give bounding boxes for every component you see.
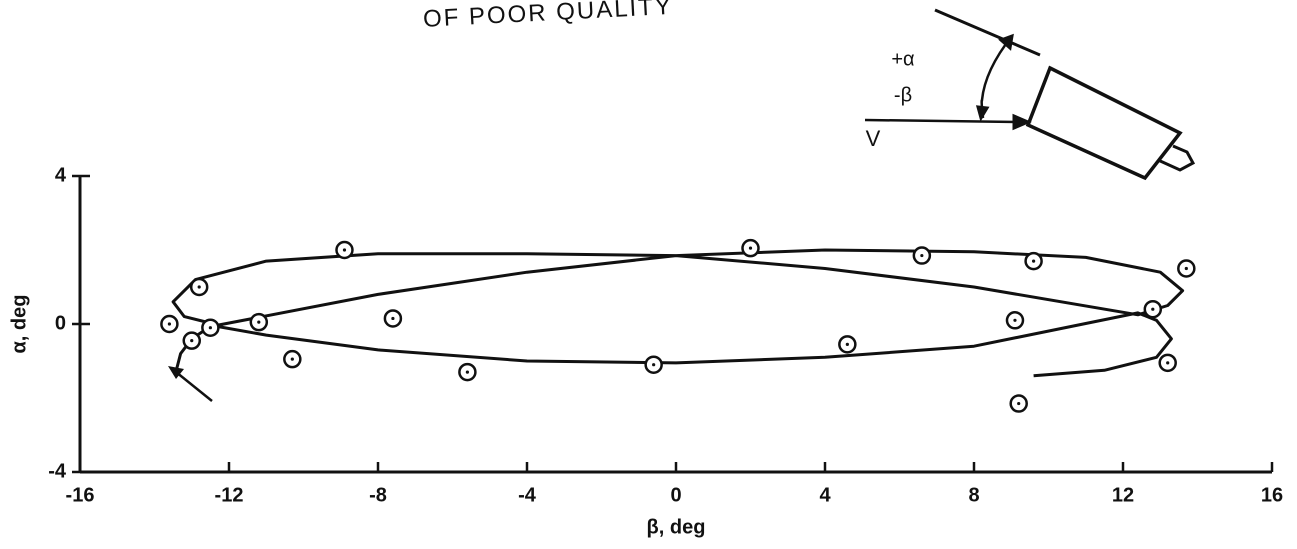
data-point-dot bbox=[920, 253, 924, 258]
data-point-dot bbox=[167, 322, 171, 326]
inset-diagram bbox=[864, 8, 1196, 181]
x-tick-label: 8 bbox=[968, 484, 979, 506]
data-point-dot bbox=[342, 248, 347, 252]
data-point-dot bbox=[1166, 361, 1170, 365]
y-tick-label: 4 bbox=[55, 164, 67, 186]
x-tick-label: 16 bbox=[1261, 484, 1283, 506]
x-tick-label: 0 bbox=[670, 484, 681, 506]
data-point-dot bbox=[208, 326, 212, 330]
data-point-dot bbox=[290, 357, 294, 361]
x-tick-label: 4 bbox=[819, 484, 831, 506]
data-point-dot bbox=[652, 363, 656, 367]
data-point-dot bbox=[1184, 266, 1188, 271]
data-point-dot bbox=[1017, 401, 1021, 406]
stamp: OF POOR QUALITY bbox=[422, 0, 673, 33]
data-point-dot bbox=[197, 285, 201, 289]
y-axis-label: α, deg bbox=[8, 295, 30, 354]
direction-arrow bbox=[168, 366, 213, 402]
data-point-dot bbox=[1151, 307, 1155, 311]
data-point-dot bbox=[1032, 259, 1036, 263]
x-tick-label: -4 bbox=[518, 484, 537, 506]
data-point-dot bbox=[190, 339, 194, 343]
data-point-dot bbox=[257, 320, 261, 324]
inset-label: +α bbox=[891, 48, 914, 70]
x-tick-label: -12 bbox=[215, 484, 244, 506]
data-point-dot bbox=[391, 316, 395, 321]
data-point-dot bbox=[845, 342, 849, 346]
data-point-dot bbox=[1013, 318, 1017, 322]
x-tick-label: -16 bbox=[66, 484, 95, 506]
inset-label: -β bbox=[894, 84, 912, 106]
y-tick-label: 0 bbox=[55, 312, 66, 334]
y-tick-label: -4 bbox=[48, 460, 67, 482]
data-point-dot bbox=[465, 370, 469, 374]
x-tick-label: -8 bbox=[369, 484, 387, 506]
x-axis-label: β, deg bbox=[647, 516, 706, 538]
inset-label: V bbox=[866, 126, 881, 151]
x-tick-label: 12 bbox=[1112, 484, 1134, 506]
data-point-dot bbox=[748, 246, 753, 250]
